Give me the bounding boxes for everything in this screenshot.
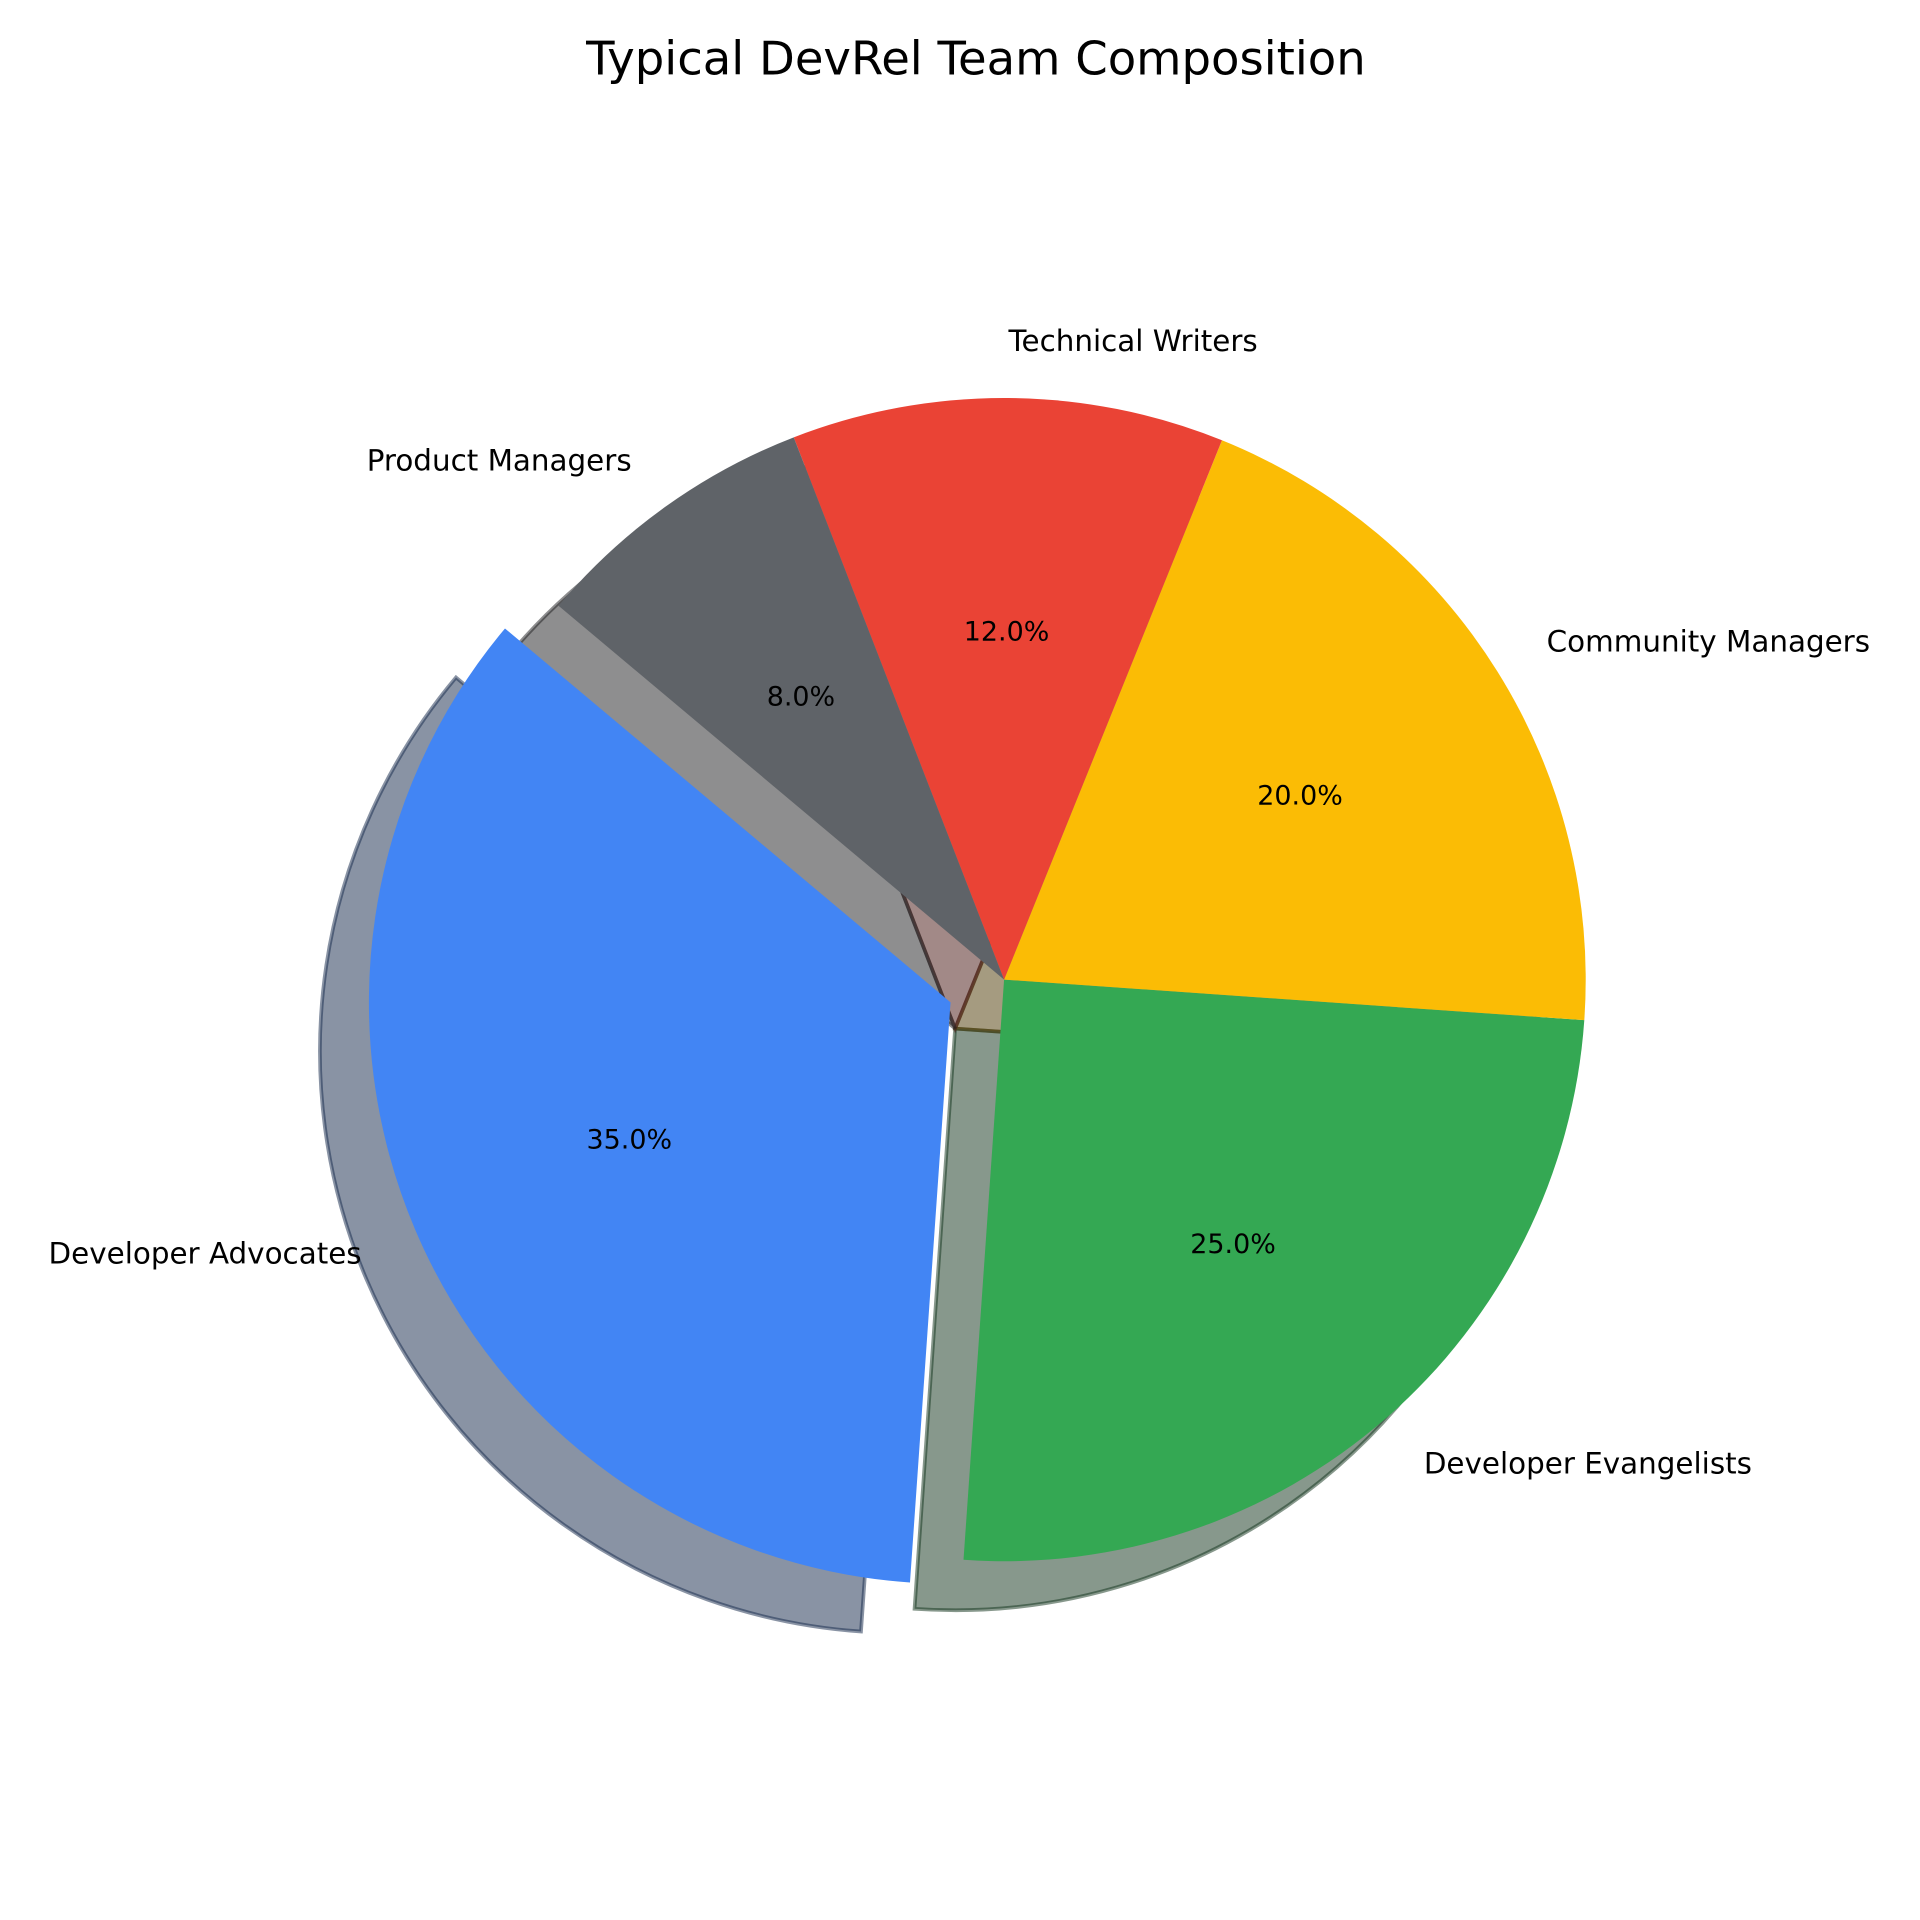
slice-product-managers[interactable] bbox=[558, 437, 1005, 980]
category-label: Community Managers bbox=[1547, 625, 1870, 659]
label-layer: Developer Advocates 35.0% Developer Evange… bbox=[49, 324, 1871, 1481]
percent-label: 12.0% bbox=[964, 616, 1050, 647]
slice-developer-advocates[interactable] bbox=[368, 628, 951, 1583]
category-label: Product Managers bbox=[367, 443, 632, 477]
category-label: Technical Writers bbox=[1008, 324, 1258, 358]
category-label: Developer Advocates bbox=[49, 1236, 362, 1270]
slice-technical-writers[interactable] bbox=[793, 397, 1222, 980]
percent-label: 25.0% bbox=[1190, 1229, 1276, 1260]
chart-title: Typical DevRel Team Composition bbox=[585, 32, 1366, 86]
category-label: Developer Evangelists bbox=[1424, 1446, 1752, 1480]
percent-label: 35.0% bbox=[587, 1124, 673, 1155]
slice-developer-evangelists[interactable] bbox=[963, 979, 1585, 1562]
slice-community-managers[interactable] bbox=[1004, 440, 1586, 1021]
percent-label: 20.0% bbox=[1257, 780, 1343, 811]
slice-layer bbox=[368, 397, 1586, 1583]
percent-label: 8.0% bbox=[767, 682, 835, 713]
